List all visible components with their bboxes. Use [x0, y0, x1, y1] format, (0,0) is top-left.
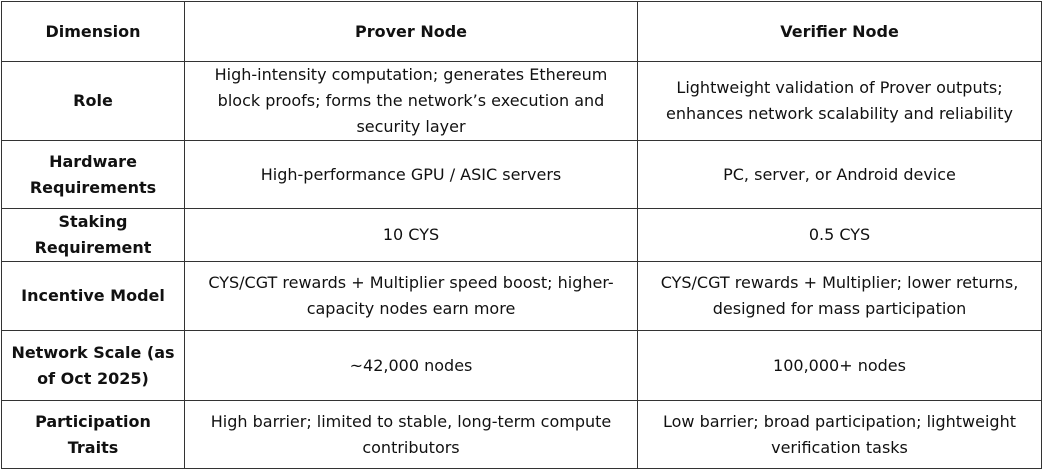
header-dimension: Dimension — [1, 1, 185, 62]
row-dimension-label: Hardware Requirements — [1, 140, 185, 209]
header-prover-node: Prover Node — [184, 1, 638, 62]
table-row: Participation Traits High barrier; limit… — [1, 400, 1042, 469]
row-dimension-label: Role — [1, 61, 185, 141]
row-dimension-label: Participation Traits — [1, 400, 185, 469]
row-dimension-label: Staking Requirement — [1, 208, 185, 262]
table-header-row: Dimension Prover Node Verifier Node — [1, 1, 1042, 62]
table-row: Role High-intensity computation; generat… — [1, 61, 1042, 141]
verifier-cell: Low barrier; broad participation; lightw… — [637, 400, 1042, 469]
table-row: Hardware Requirements High-performance G… — [1, 140, 1042, 209]
verifier-cell: 100,000+ nodes — [637, 330, 1042, 401]
table-row: Network Scale (as of Oct 2025) ~42,000 n… — [1, 330, 1042, 401]
prover-cell: High-performance GPU / ASIC servers — [184, 140, 638, 209]
table-row: Staking Requirement 10 CYS 0.5 CYS — [1, 208, 1042, 262]
prover-cell: ~42,000 nodes — [184, 330, 638, 401]
row-dimension-label: Incentive Model — [1, 261, 185, 331]
prover-cell: High-intensity computation; generates Et… — [184, 61, 638, 141]
verifier-cell: CYS/CGT rewards + Multiplier; lower retu… — [637, 261, 1042, 331]
verifier-cell: Lightweight validation of Prover outputs… — [637, 61, 1042, 141]
verifier-cell: 0.5 CYS — [637, 208, 1042, 262]
header-verifier-node: Verifier Node — [637, 1, 1042, 62]
table-row: Incentive Model CYS/CGT rewards + Multip… — [1, 261, 1042, 331]
prover-cell: CYS/CGT rewards + Multiplier speed boost… — [184, 261, 638, 331]
prover-cell: High barrier; limited to stable, long-te… — [184, 400, 638, 469]
row-dimension-label: Network Scale (as of Oct 2025) — [1, 330, 185, 401]
verifier-cell: PC, server, or Android device — [637, 140, 1042, 209]
prover-cell: 10 CYS — [184, 208, 638, 262]
